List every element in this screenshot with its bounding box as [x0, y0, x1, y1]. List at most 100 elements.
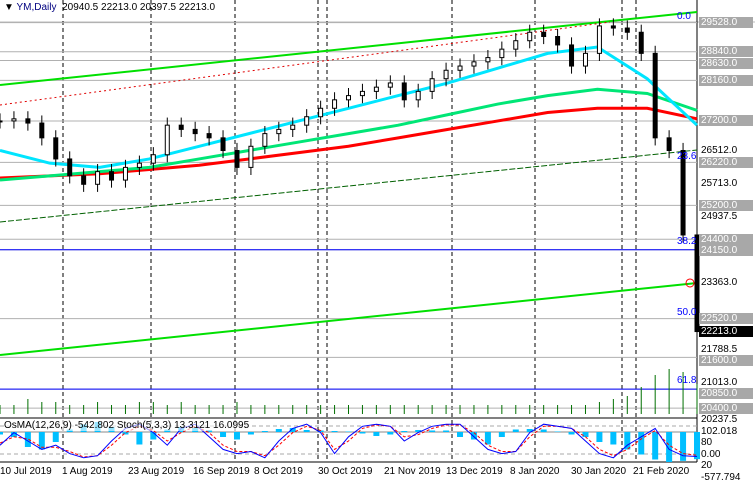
candle-body — [150, 154, 156, 164]
candle-body — [122, 166, 128, 181]
price-tick: 21013.0 — [701, 376, 738, 388]
price-tick: 21788.5 — [701, 343, 738, 355]
osma-bar — [526, 429, 533, 432]
candle-body — [290, 124, 296, 130]
osma-bar — [568, 432, 575, 435]
candle-body — [178, 124, 184, 130]
osma-bar — [457, 432, 464, 437]
fib-level-label: 23.6 — [677, 151, 697, 162]
level-label: 28160.0 — [699, 74, 753, 86]
osma-bar — [666, 432, 673, 462]
time-label: 23 Aug 2019 — [128, 466, 185, 477]
ma-slow-line — [0, 106, 698, 180]
level-label: 28630.0 — [699, 57, 753, 69]
symbol-label: YM,Daily — [16, 2, 57, 13]
fib-level-label: 0.0 — [677, 11, 691, 22]
osma-bar — [0, 432, 3, 435]
candle-body — [471, 61, 477, 67]
candle-body — [359, 90, 365, 97]
osma-bar — [289, 428, 296, 432]
candle-body — [346, 95, 351, 101]
ma-mid-line — [0, 87, 698, 182]
candle-body — [513, 40, 519, 50]
candle-body — [429, 78, 435, 92]
time-label: 21 Feb 2020 — [633, 466, 690, 477]
osma-bar — [554, 431, 561, 432]
candle-body — [192, 128, 198, 135]
candle-body — [666, 137, 672, 152]
time-label: 1 Aug 2019 — [62, 466, 113, 477]
osma-bar — [443, 430, 450, 432]
osma-bar — [415, 430, 422, 432]
candle-body — [318, 107, 324, 118]
candle-body — [387, 82, 393, 88]
time-label: 8 Jan 2020 — [510, 466, 560, 477]
osma-bar — [582, 432, 589, 437]
osma-bar — [373, 432, 380, 436]
osma-bar — [359, 432, 366, 434]
candle-body — [569, 44, 575, 67]
candle-body — [248, 145, 254, 168]
osma-bar — [275, 429, 282, 432]
level-label: 22520.0 — [699, 313, 753, 325]
candle-body — [136, 162, 142, 168]
candle-body — [234, 150, 240, 168]
osma-bar — [303, 430, 310, 432]
candle-body — [541, 31, 547, 37]
price-tick: 25713.0 — [701, 178, 738, 190]
time-label: 13 Dec 2019 — [446, 466, 503, 477]
candle-body — [527, 31, 533, 42]
candle-body — [39, 122, 45, 139]
fib-level-label: 50.0 — [677, 307, 697, 318]
candle-body — [67, 158, 73, 177]
time-label: 10 Jul 2019 — [0, 466, 52, 477]
fib-level-label: 38.2 — [677, 236, 697, 247]
osma-bar — [470, 432, 477, 440]
level-label: 24400.0 — [699, 233, 753, 245]
candle-body — [332, 99, 338, 109]
osma-bar — [610, 432, 617, 445]
osma-bar — [484, 432, 491, 445]
candle-body — [401, 82, 407, 101]
candle-body — [457, 65, 463, 71]
indicator-tick: 20 — [701, 460, 713, 472]
level-label: 28840.0 — [699, 46, 753, 58]
trend-line — [0, 149, 698, 223]
fib-level-label: 61.8 — [677, 375, 697, 386]
level-label: 27200.0 — [699, 115, 753, 127]
price-tick: 23363.0 — [701, 277, 738, 289]
candle-body — [499, 48, 505, 59]
osma-bar — [638, 432, 645, 455]
price-tick: 24937.5 — [701, 211, 738, 223]
indicator-label: OsMA(12,26,9) -542.802 Stoch(5,3,3) 13.3… — [4, 420, 250, 431]
candle-body — [262, 133, 268, 147]
ohlc-values: 20940.5 22213.0 20397.5 22213.0 — [62, 2, 216, 13]
price-tick: 26512.0 — [701, 144, 738, 156]
level-label: 25200.0 — [699, 199, 753, 211]
indicator-tick: -577.794 — [701, 471, 741, 483]
level-label: 26220.0 — [699, 156, 753, 168]
osma-bar — [652, 432, 659, 460]
time-label: 21 Nov 2019 — [384, 466, 441, 477]
candle-body — [11, 118, 17, 122]
chart-title: ▼ YM,Daily 20940.5 22213.0 20397.5 22213… — [4, 2, 216, 13]
osma-bar — [220, 432, 227, 437]
candle-body — [220, 137, 226, 152]
indicator-tick: 0.00 — [701, 448, 721, 460]
candle-body — [596, 25, 602, 54]
indicator-tick: 80 — [701, 437, 713, 449]
stoch-main-line — [0, 423, 698, 459]
time-label: 8 Oct 2019 — [254, 466, 303, 477]
osma-bar — [498, 432, 505, 437]
osma-bar — [512, 429, 519, 432]
candle-body — [555, 35, 561, 46]
price-tick: 20237.5 — [701, 414, 738, 426]
osma-bar — [624, 432, 631, 450]
candle-body — [164, 124, 170, 156]
osma-bar — [345, 431, 352, 432]
channel-upper-line — [0, 11, 698, 86]
osma-bar — [247, 432, 254, 435]
candle-body — [694, 234, 700, 333]
